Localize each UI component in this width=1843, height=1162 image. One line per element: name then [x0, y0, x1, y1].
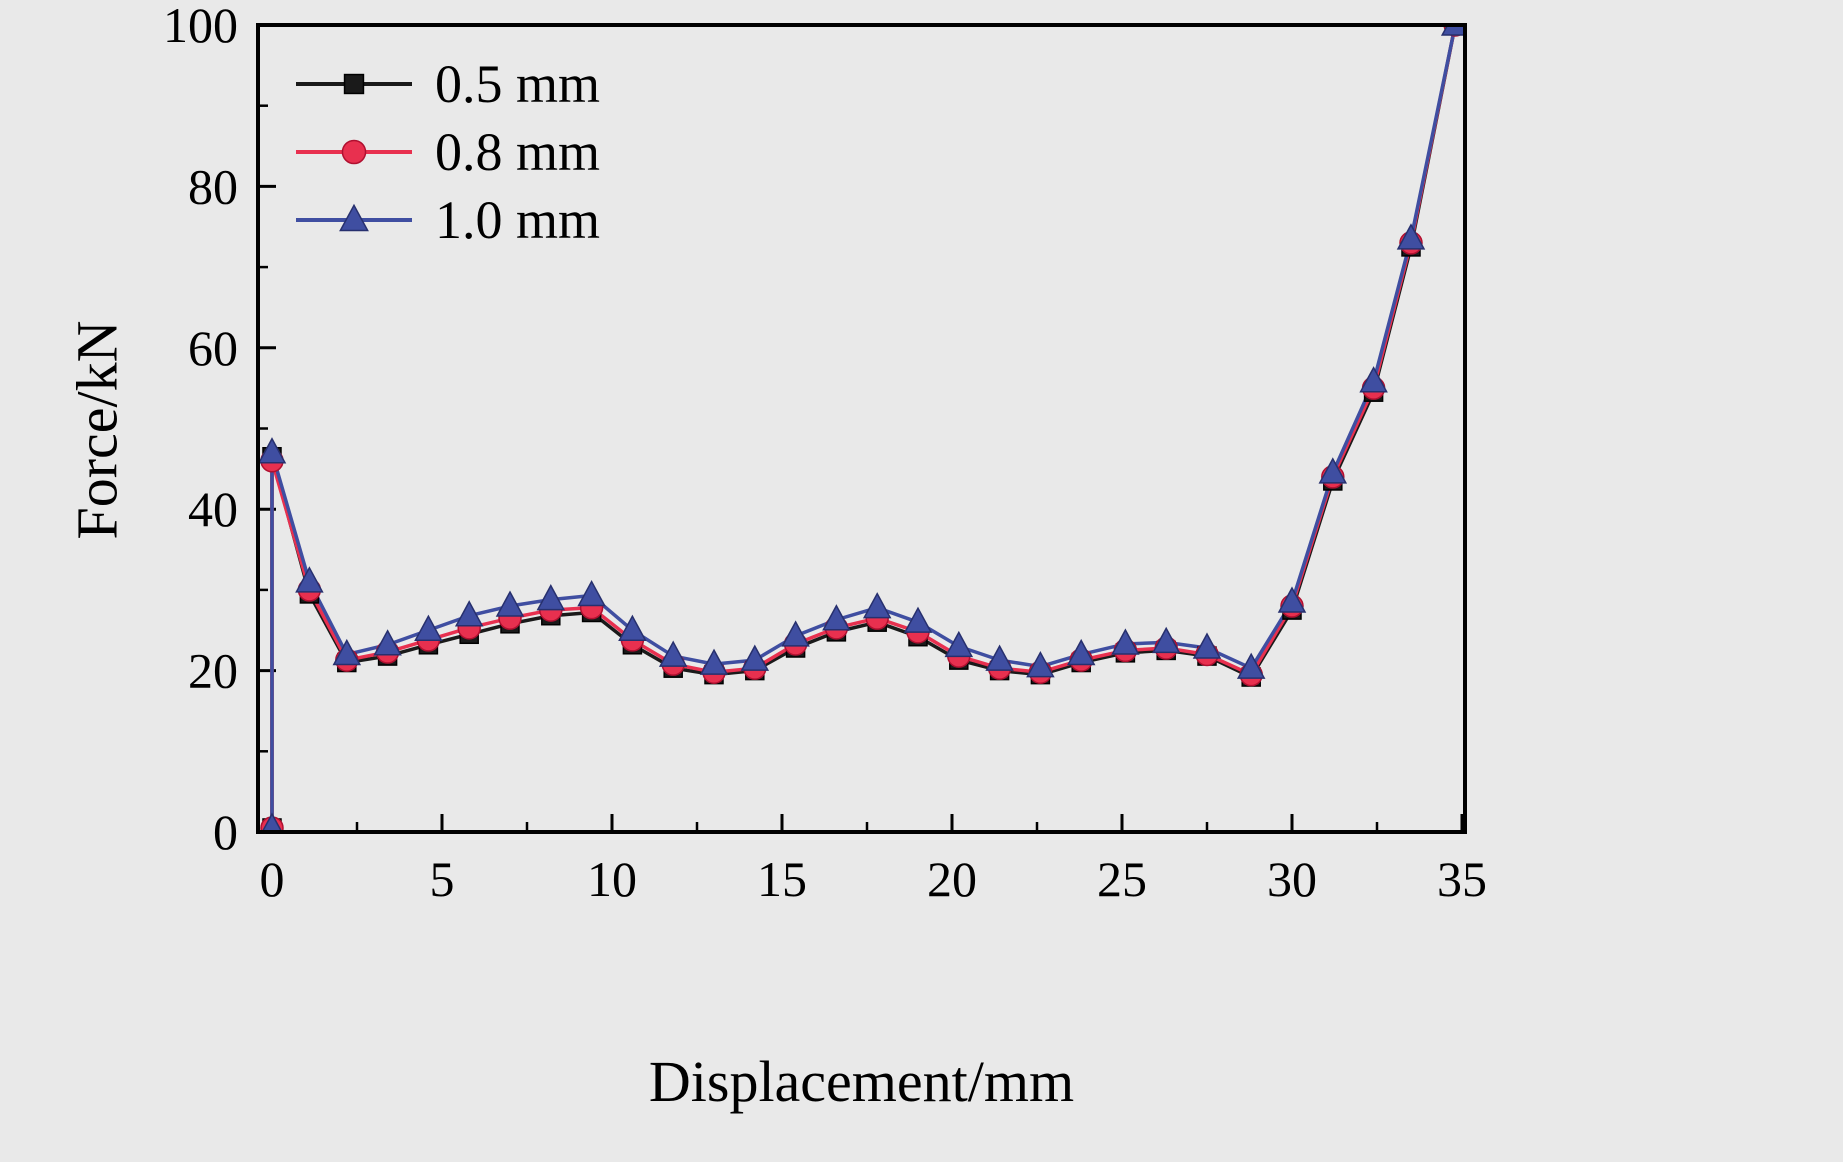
legend-entry-0.8mm: 0.8 mm — [293, 118, 600, 186]
svg-text:60: 60 — [188, 320, 238, 376]
svg-text:0: 0 — [213, 804, 238, 860]
legend-label: 1.0 mm — [435, 190, 601, 250]
svg-text:35: 35 — [1437, 851, 1487, 907]
legend-marker-circle-icon — [296, 139, 412, 165]
legend-marker-square-icon — [296, 73, 412, 95]
legend-entry-1.0mm: 1.0 mm — [293, 186, 600, 254]
svg-text:80: 80 — [188, 158, 238, 214]
svg-text:40: 40 — [188, 481, 238, 537]
svg-text:20: 20 — [188, 643, 238, 699]
svg-text:30: 30 — [1267, 851, 1317, 907]
svg-text:20: 20 — [927, 851, 977, 907]
svg-text:5: 5 — [430, 851, 455, 907]
x-axis-label: Displacement/mm — [648, 1049, 1075, 1114]
svg-text:10: 10 — [587, 851, 637, 907]
legend-marker-triangle-icon — [296, 203, 412, 232]
svg-text:100: 100 — [163, 0, 238, 53]
svg-text:25: 25 — [1097, 851, 1147, 907]
legend: 0.5 mm 0.8 mm 1.0 mm — [293, 50, 600, 254]
svg-text:15: 15 — [757, 851, 807, 907]
svg-text:0: 0 — [260, 851, 285, 907]
legend-label: 0.8 mm — [435, 122, 601, 182]
y-axis-label: Force/kN — [64, 320, 130, 540]
legend-entry-0.5mm: 0.5 mm — [293, 50, 600, 118]
legend-label: 0.5 mm — [435, 54, 601, 114]
